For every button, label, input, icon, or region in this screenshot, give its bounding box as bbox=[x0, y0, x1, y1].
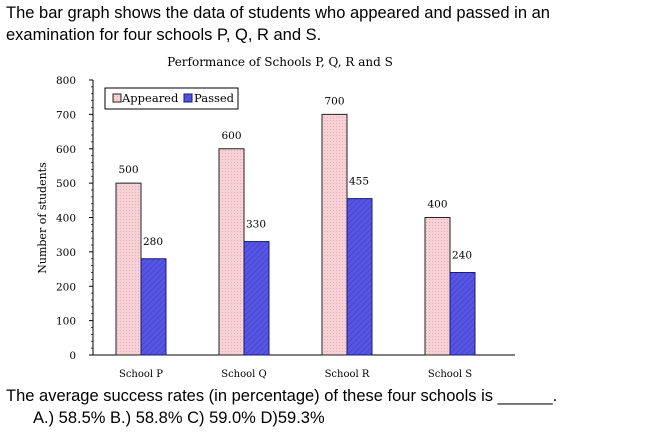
problem-intro: The bar graph shows the data of students… bbox=[6, 4, 550, 44]
legend-label-appeared: Appeared bbox=[121, 91, 179, 105]
x-category-label: School S bbox=[428, 369, 472, 380]
y-tick-label: 300 bbox=[56, 247, 76, 259]
data-label-passed: 330 bbox=[246, 219, 266, 231]
legend-swatch-appeared bbox=[112, 93, 122, 103]
y-tick-label: 0 bbox=[69, 350, 76, 362]
bar-appeared bbox=[321, 113, 348, 356]
y-tick-label: 500 bbox=[56, 178, 76, 190]
legend-label-passed: Passed bbox=[194, 91, 235, 105]
answer-blank: ______. bbox=[497, 387, 558, 405]
answer-options: A.) 58.5% B.) 58.8% C) 59.0% D)59.3% bbox=[33, 409, 325, 427]
bar-appeared bbox=[424, 217, 451, 356]
bar-passed bbox=[243, 241, 270, 356]
question-text: The average success rates (in percentage… bbox=[6, 387, 493, 405]
question-line: The average success rates (in percentage… bbox=[6, 385, 642, 407]
legend-box bbox=[104, 87, 239, 110]
data-label-passed: 455 bbox=[349, 176, 369, 188]
y-tick-label: 100 bbox=[56, 316, 76, 328]
bar-passed bbox=[449, 272, 476, 356]
data-label-passed: 240 bbox=[452, 250, 472, 262]
data-label-passed: 280 bbox=[143, 236, 163, 248]
legend-swatch-passed bbox=[183, 93, 193, 103]
y-axis-label: Number of students bbox=[36, 162, 49, 274]
y-tick-label: 600 bbox=[56, 144, 76, 156]
x-category-label: School Q bbox=[221, 369, 267, 380]
data-label-appeared: 600 bbox=[221, 130, 241, 142]
data-label-appeared: 400 bbox=[427, 199, 447, 211]
chart-title: Performance of Schools P, Q, R and S bbox=[167, 55, 393, 69]
y-tick-label: 700 bbox=[56, 109, 76, 121]
y-tick-label: 800 bbox=[56, 75, 76, 87]
question-block: The average success rates (in percentage… bbox=[6, 385, 642, 429]
y-tick-label: 200 bbox=[56, 281, 76, 293]
bar-passed bbox=[140, 258, 167, 356]
y-tick-label: 400 bbox=[56, 213, 76, 225]
x-category-label: School R bbox=[325, 369, 370, 380]
x-category-label: School P bbox=[119, 369, 163, 380]
bar-appeared bbox=[218, 148, 245, 356]
data-label-appeared: 500 bbox=[118, 164, 138, 176]
bar-passed bbox=[346, 198, 373, 356]
data-label-appeared: 700 bbox=[324, 95, 344, 107]
bar-appeared bbox=[115, 182, 142, 356]
